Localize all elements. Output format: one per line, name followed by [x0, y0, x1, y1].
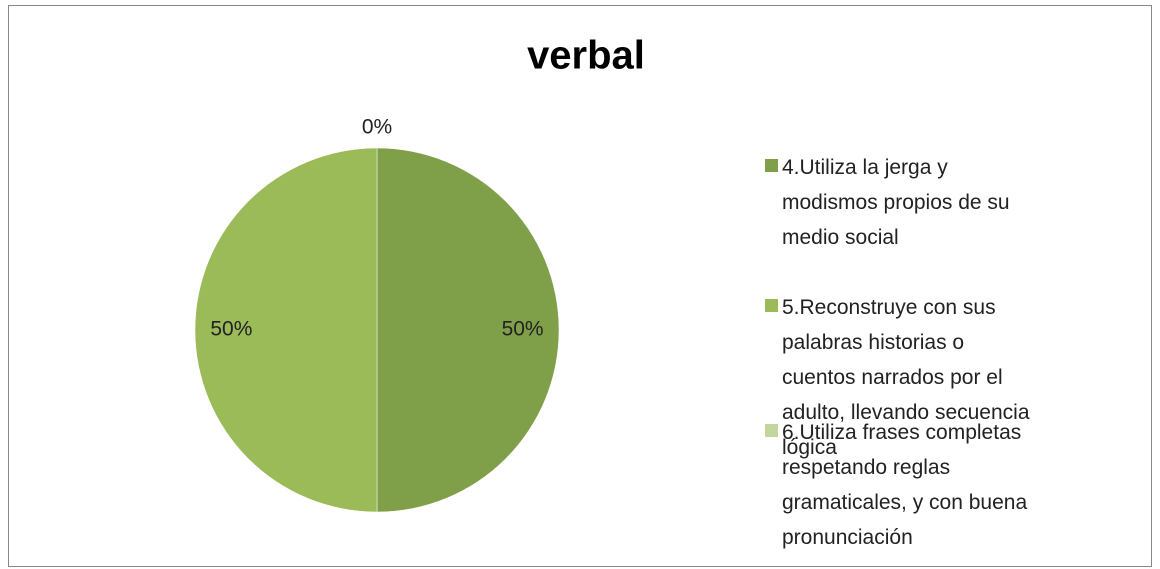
chart-title: verbal	[527, 34, 645, 78]
legend-item: 4.Utiliza la jerga y modismos propios de…	[765, 150, 1065, 255]
legend-item: 5.Reconstruye con sus palabras historias…	[765, 290, 1065, 465]
legend-item: 6.Utiliza frases completas respetando re…	[765, 415, 1065, 555]
legend-label: 4.Utiliza la jerga y modismos propios de…	[782, 156, 1010, 249]
data-label: 0%	[362, 116, 392, 139]
data-label: 50%	[210, 318, 252, 341]
legend-swatch	[765, 299, 778, 312]
legend-swatch	[765, 424, 778, 437]
chart-border	[8, 5, 1152, 567]
pie-slice	[376, 147, 560, 513]
pie-slice	[194, 147, 378, 513]
legend-label: 6.Utiliza frases completas respetando re…	[782, 421, 1028, 549]
data-label: 50%	[502, 318, 544, 341]
legend-label: 5.Reconstruye con sus palabras historias…	[782, 296, 1030, 459]
legend-swatch	[765, 159, 778, 172]
